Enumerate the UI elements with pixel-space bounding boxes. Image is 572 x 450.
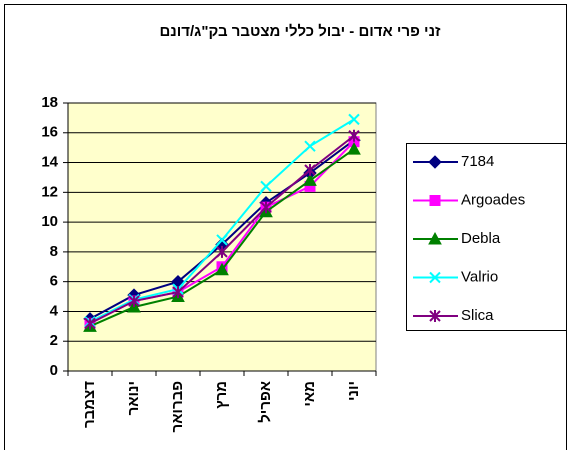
marker bbox=[215, 262, 229, 276]
plot-area bbox=[67, 102, 377, 372]
legend-label: Slica bbox=[461, 307, 494, 324]
legend-marker bbox=[429, 310, 441, 322]
legend-label: Valrio bbox=[461, 268, 498, 285]
x-tick-label: מרץ bbox=[213, 381, 230, 409]
x-tick-label: יוני bbox=[345, 381, 362, 401]
marker bbox=[216, 245, 228, 258]
marker bbox=[348, 129, 360, 142]
chart-title: זני פרי אדום - יבול כללי מצטבר בק"ג/דונם bbox=[159, 23, 441, 40]
marker bbox=[348, 113, 360, 126]
y-tick-label: 12 bbox=[41, 183, 58, 200]
legend-marker bbox=[429, 195, 441, 206]
x-tick-label: מאי bbox=[301, 381, 318, 407]
x-tick-label: דצמבר bbox=[81, 381, 98, 428]
y-tick-label: 2 bbox=[50, 332, 58, 349]
y-tick-label: 0 bbox=[50, 362, 58, 379]
legend-marker bbox=[428, 231, 442, 245]
marker bbox=[172, 286, 184, 299]
marker bbox=[347, 142, 361, 155]
y-tick-label: 8 bbox=[50, 243, 58, 260]
marker bbox=[84, 317, 96, 330]
x-tick-label: ינואר bbox=[125, 381, 142, 415]
marker bbox=[128, 295, 140, 308]
x-tick-label: פברואר bbox=[169, 381, 186, 432]
y-tick-label: 4 bbox=[50, 302, 59, 319]
y-tick-label: 18 bbox=[41, 94, 58, 111]
y-tick-label: 6 bbox=[50, 273, 58, 290]
y-tick-label: 16 bbox=[41, 124, 58, 141]
y-tick-label: 10 bbox=[41, 213, 58, 230]
y-tick-label: 14 bbox=[41, 154, 58, 171]
marker bbox=[260, 180, 272, 193]
marker bbox=[303, 173, 317, 186]
marker bbox=[304, 164, 316, 176]
marker bbox=[304, 140, 316, 152]
x-tick-label: אפריל bbox=[257, 381, 274, 423]
marker bbox=[260, 201, 272, 214]
legend-marker bbox=[429, 271, 441, 284]
legend-label: Argoades bbox=[461, 191, 525, 208]
legend-marker bbox=[428, 155, 442, 169]
marker bbox=[216, 234, 228, 246]
legend-label: Debla bbox=[461, 230, 501, 247]
legend-label: 7184 bbox=[461, 153, 494, 170]
